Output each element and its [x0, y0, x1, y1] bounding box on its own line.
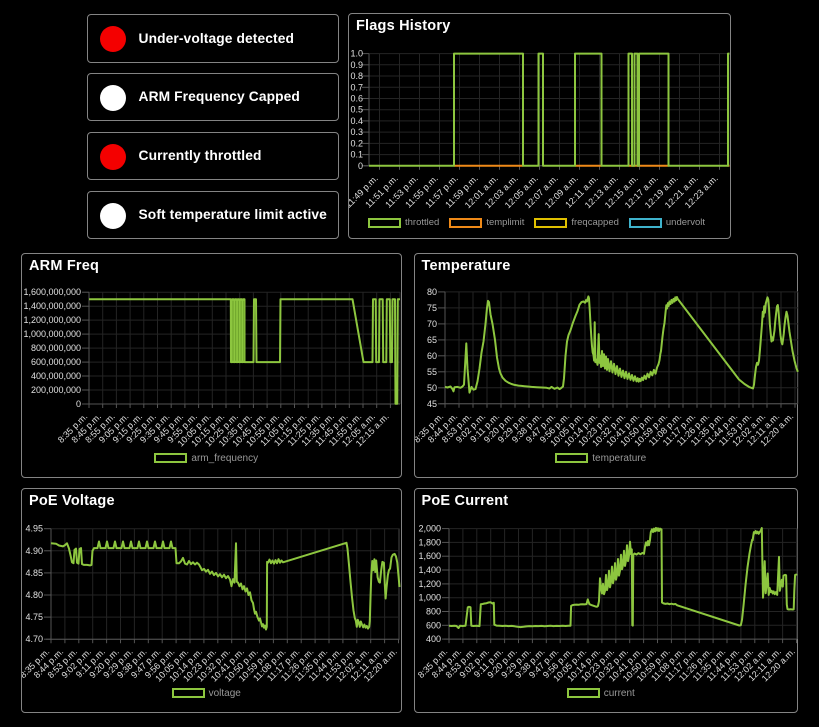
svg-text:45: 45	[426, 398, 436, 408]
svg-text:1,200: 1,200	[418, 578, 441, 588]
svg-text:1,400,000,000: 1,400,000,000	[23, 301, 81, 311]
svg-text:65: 65	[426, 334, 436, 344]
svg-text:55: 55	[426, 366, 436, 376]
svg-text:0.9: 0.9	[350, 60, 363, 70]
svg-text:0: 0	[358, 161, 363, 171]
svg-text:2,000: 2,000	[418, 523, 441, 533]
svg-text:1,600,000,000: 1,600,000,000	[23, 287, 81, 297]
svg-text:1.0: 1.0	[350, 49, 363, 59]
svg-text:400: 400	[425, 634, 440, 644]
svg-text:70: 70	[426, 318, 436, 328]
svg-text:0.2: 0.2	[350, 138, 363, 148]
svg-text:0.7: 0.7	[350, 82, 363, 92]
svg-text:400,000,000: 400,000,000	[31, 371, 81, 381]
svg-text:800: 800	[425, 606, 440, 616]
svg-text:0.4: 0.4	[350, 116, 363, 126]
svg-text:4.85: 4.85	[25, 567, 43, 577]
svg-text:1,000: 1,000	[418, 592, 441, 602]
svg-text:1,000,000,000: 1,000,000,000	[23, 329, 81, 339]
svg-text:0.5: 0.5	[350, 105, 363, 115]
svg-text:4.80: 4.80	[25, 590, 43, 600]
svg-text:0.1: 0.1	[350, 150, 363, 160]
svg-text:60: 60	[426, 350, 436, 360]
svg-text:600: 600	[425, 620, 440, 630]
svg-text:1,800: 1,800	[418, 537, 441, 547]
svg-text:0.6: 0.6	[350, 94, 363, 104]
svg-text:4.75: 4.75	[25, 612, 43, 622]
svg-text:50: 50	[426, 382, 436, 392]
svg-text:1,200,000,000: 1,200,000,000	[23, 315, 81, 325]
svg-text:0.8: 0.8	[350, 71, 363, 81]
svg-text:800,000,000: 800,000,000	[31, 343, 81, 353]
svg-text:4.90: 4.90	[25, 545, 43, 555]
svg-text:600,000,000: 600,000,000	[31, 357, 81, 367]
svg-text:0.3: 0.3	[350, 127, 363, 137]
svg-text:75: 75	[426, 302, 436, 312]
svg-text:1,400: 1,400	[418, 565, 441, 575]
svg-text:0: 0	[76, 399, 81, 409]
svg-text:4.95: 4.95	[25, 523, 43, 533]
svg-text:1,600: 1,600	[418, 551, 441, 561]
svg-text:4.70: 4.70	[25, 634, 43, 644]
svg-text:80: 80	[426, 286, 436, 296]
svg-text:200,000,000: 200,000,000	[31, 385, 81, 395]
